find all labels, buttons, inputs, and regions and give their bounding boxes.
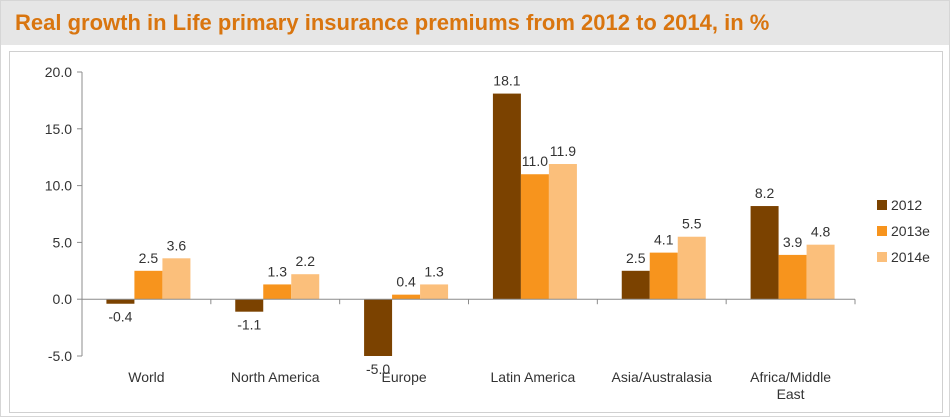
bar-2013e-3 — [520, 174, 549, 300]
x-category-label: Asia/Australasia — [612, 369, 713, 385]
bar-2012-5 — [750, 206, 779, 300]
data-label: 8.2 — [755, 185, 775, 201]
bar-2014e-3 — [548, 164, 577, 300]
data-label: 0.4 — [396, 274, 416, 290]
bar-2014e-4 — [677, 236, 706, 300]
bar-2014e-1 — [291, 274, 320, 300]
legend-label: 2014e — [891, 249, 930, 265]
data-label: 11.0 — [522, 153, 548, 169]
legend-swatch-2012 — [877, 200, 887, 210]
bar-2012-3 — [492, 93, 521, 300]
y-tick-label: 5.0 — [53, 234, 73, 250]
bar-2012-2 — [364, 299, 393, 356]
legend-label: 2012 — [891, 197, 922, 213]
data-label: -0.4 — [108, 309, 132, 325]
bar-2013e-5 — [778, 254, 807, 300]
y-tick-label: 10.0 — [45, 178, 72, 194]
data-label: 4.8 — [811, 224, 831, 240]
bar-2014e-2 — [420, 284, 449, 300]
data-label: 2.2 — [296, 253, 316, 269]
bar-2012-0 — [106, 299, 135, 304]
y-tick-label: 0.0 — [53, 291, 73, 307]
data-label: 2.5 — [626, 250, 646, 266]
chart-title: Real growth in Life primary insurance pr… — [15, 10, 770, 35]
data-label: 18.1 — [493, 73, 520, 89]
bar-2013e-0 — [134, 270, 163, 300]
y-tick-label: -5.0 — [48, 348, 72, 364]
legend-swatch-2013e — [877, 226, 887, 236]
data-label: -1.1 — [237, 317, 261, 333]
y-tick-label: 20.0 — [45, 64, 72, 80]
x-category-label: Africa/Middle East — [750, 369, 831, 402]
bar-2012-4 — [621, 270, 650, 300]
data-label: 3.9 — [783, 234, 803, 250]
data-label: -5.0 — [366, 361, 390, 377]
legend-label: 2013e — [891, 223, 930, 239]
bar-2014e-0 — [162, 258, 191, 300]
bar-2013e-4 — [649, 252, 678, 300]
data-label: 5.5 — [682, 216, 702, 232]
data-label: 2.5 — [139, 250, 159, 266]
data-label: 3.6 — [167, 237, 187, 253]
chart-panel: 20.0 15.0 10.0 5.0 0.0 -5.0 -0.4 -1.1 -5.0 18.1 2.… — [9, 51, 943, 413]
bar-2013e-1 — [263, 284, 292, 300]
bar-2014e-5 — [806, 244, 835, 300]
x-category-label: Latin America — [491, 369, 576, 385]
y-tick-label: 15.0 — [45, 121, 72, 137]
title-bar: Real growth in Life primary insurance pr… — [1, 1, 949, 45]
x-category-label: Europe — [382, 369, 427, 385]
data-label: 1.3 — [268, 263, 288, 279]
bar-2012-1 — [235, 299, 264, 312]
x-category-label: North America — [231, 369, 320, 385]
bar-chart: 20.0 15.0 10.0 5.0 0.0 -5.0 -0.4 -1.1 -5.0 18.1 2.… — [45, 64, 930, 402]
data-label: 4.1 — [654, 232, 674, 248]
data-label: 11.9 — [550, 143, 576, 159]
x-category-label: World — [128, 369, 164, 385]
data-label: 1.3 — [424, 263, 444, 279]
bar-2013e-2 — [392, 294, 421, 300]
legend-swatch-2014e — [877, 252, 887, 262]
